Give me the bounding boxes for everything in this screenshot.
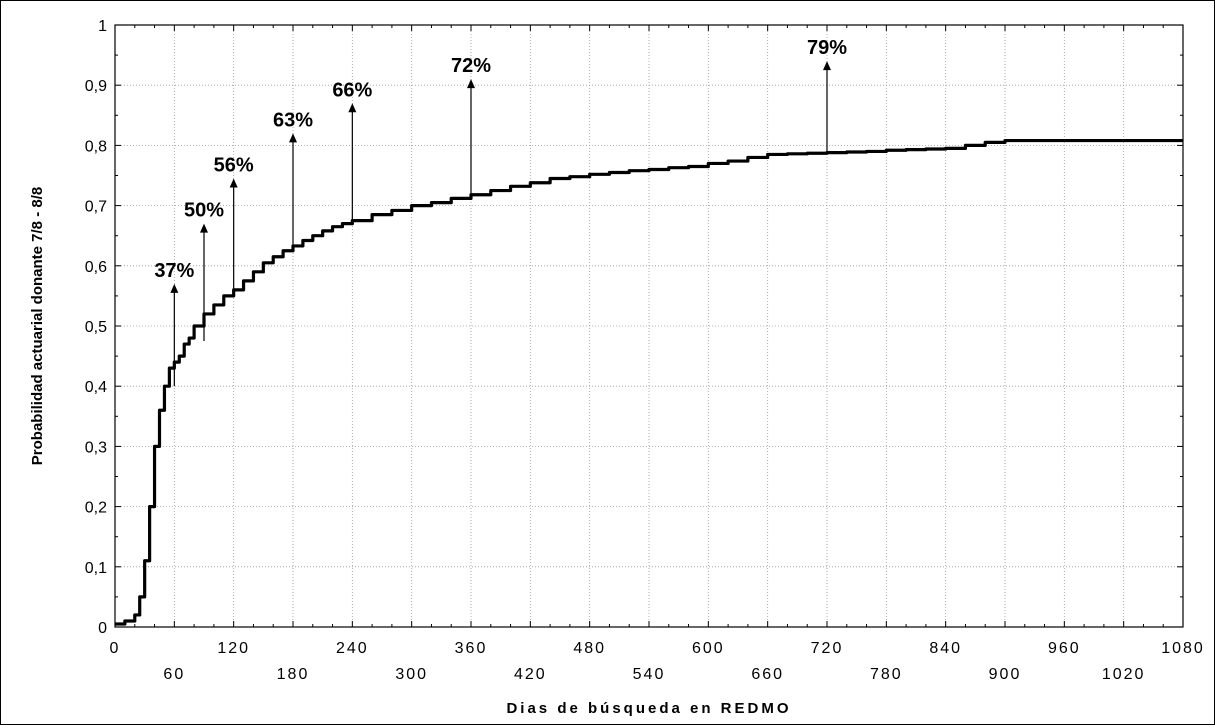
x-tick-label: 540 (633, 666, 666, 683)
x-tick-label: 360 (455, 640, 488, 657)
x-tick-label: 480 (573, 640, 606, 657)
y-tick-label: 0,6 (85, 259, 107, 276)
y-tick-label: 0,4 (85, 379, 107, 396)
x-tick-label: 0 (110, 640, 121, 657)
y-tick-label: 0,7 (85, 199, 107, 216)
annotation-arrowhead (823, 61, 831, 71)
series-line (115, 138, 1183, 626)
y-tick-label: 0,9 (85, 78, 107, 95)
y-axis-title: Probabilidad actuarial donante 7/8 - 8/8 (29, 187, 46, 465)
series-layer (115, 138, 1183, 626)
x-tick-label: 180 (277, 666, 310, 683)
axis-ticks: 0 0,1 0,2 0,3 0,4 0,5 0,6 0,7 0,8 0,9 1 0 120 240 360 4… (85, 18, 1205, 683)
x-axis-title: Dias de búsqueda en REDMO (506, 700, 791, 717)
x-tick-label: 1080 (1161, 640, 1205, 657)
annotation-arrowhead (348, 103, 357, 113)
y-tick-label: 0 (98, 620, 107, 637)
y-tick-label: 1 (98, 18, 107, 35)
annotation-arrowhead (170, 283, 179, 293)
annotation-label: 63% (273, 109, 313, 131)
x-tick-label: 900 (989, 666, 1022, 683)
x-tick-label: 120 (217, 640, 250, 657)
x-tick-label: 600 (692, 640, 725, 657)
annotation-label: 37% (154, 260, 194, 282)
annotation-label: 50% (184, 200, 224, 222)
annotation-label: 66% (332, 79, 372, 101)
y-tick-label: 0,8 (85, 138, 107, 155)
x-tick-label: 300 (395, 666, 428, 683)
annotations: 37% 50% 56% 63% 66% 72% 79% (154, 37, 847, 387)
x-tick-label: 840 (929, 640, 962, 657)
x-tick-label: 1020 (1102, 666, 1146, 683)
y-tick-label: 0,2 (85, 500, 107, 517)
annotation-label: 79% (807, 37, 847, 59)
x-tick-label: 780 (870, 666, 903, 683)
annotation-arrowhead (289, 133, 297, 143)
y-tick-label: 0,3 (85, 439, 107, 456)
annotation-arrowhead (229, 178, 238, 188)
x-tick-label: 60 (163, 666, 185, 683)
x-tick-label: 960 (1048, 640, 1081, 657)
annotation-label: 56% (214, 155, 254, 177)
annotation-arrowhead (467, 79, 475, 89)
x-tick-label: 240 (336, 640, 369, 657)
x-tick-label: 720 (811, 640, 844, 657)
annotation-arrowhead (200, 223, 208, 233)
annotation-label: 72% (451, 55, 491, 77)
y-tick-label: 0,5 (85, 319, 107, 336)
x-tick-label: 660 (751, 666, 784, 683)
y-tick-label: 0,1 (85, 560, 107, 577)
x-tick-label: 420 (514, 666, 547, 683)
